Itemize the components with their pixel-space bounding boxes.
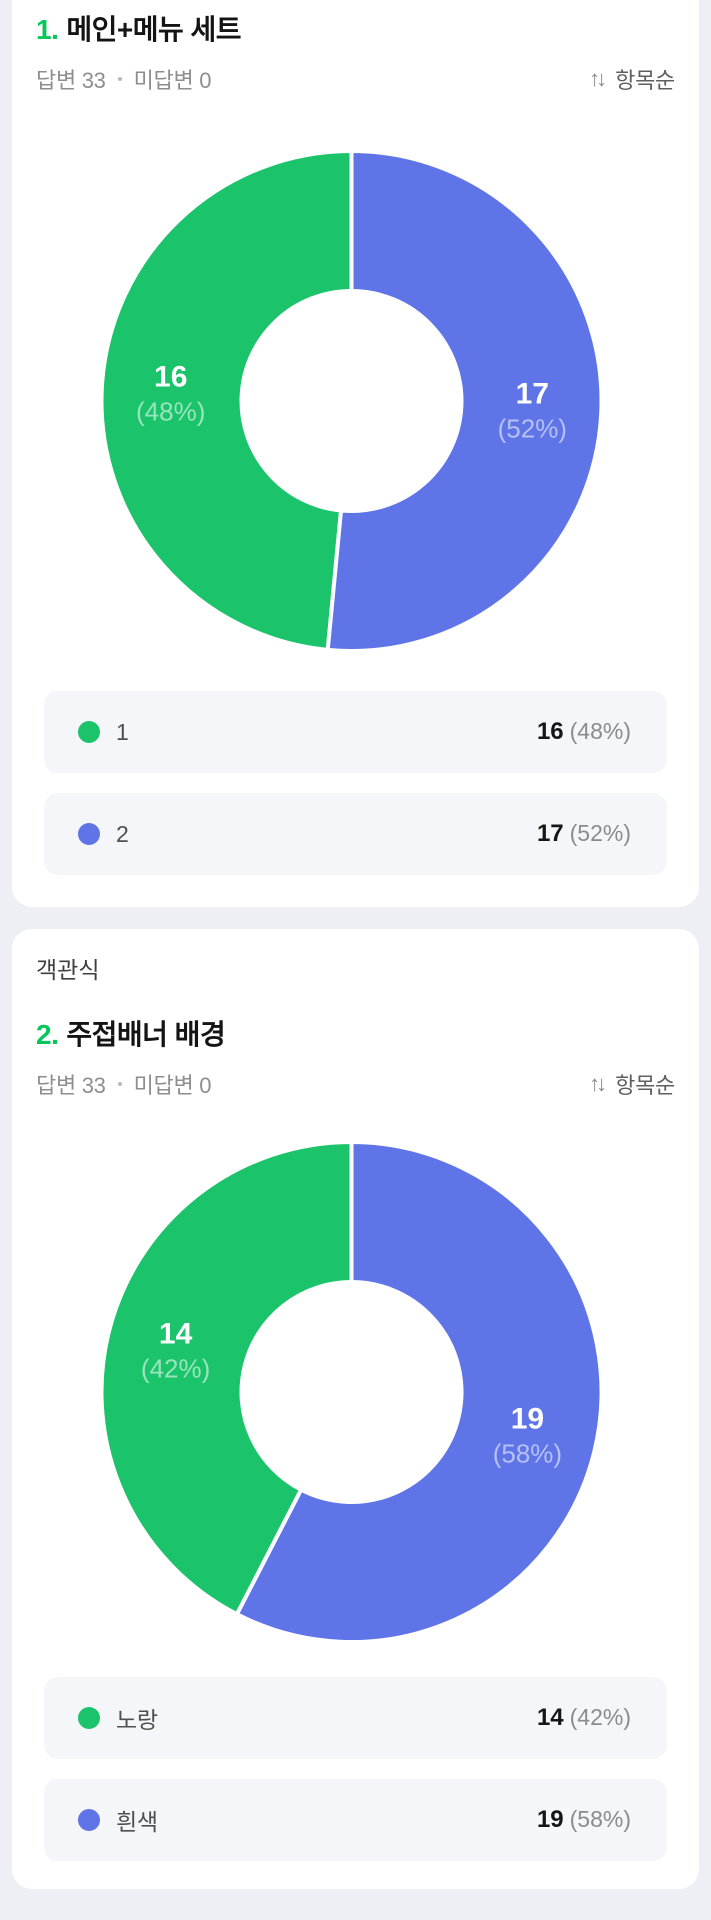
option-label: 노랑 xyxy=(116,1707,158,1733)
response-summary: 답변 33 미답변 0 xyxy=(36,63,211,95)
answered-count: 답변 33 xyxy=(36,1073,106,1098)
donut-chart-2: 14(42%) 19(58%) xyxy=(99,1140,604,1644)
sort-arrows-icon: ↑↓ xyxy=(589,66,607,91)
sort-order-button[interactable]: ↑↓ 항목순 xyxy=(589,63,675,95)
donut-slice xyxy=(99,1140,354,1617)
option-percent: (52%) xyxy=(569,820,631,846)
option-percent: (42%) xyxy=(569,1704,631,1730)
answer-option-row: 흰색 19 (58%) xyxy=(44,1779,667,1861)
slice-percent-label: (52%) xyxy=(498,414,567,444)
option-percent: (58%) xyxy=(569,1806,631,1832)
question-1-title: 1. 메인+메뉴 세트 xyxy=(36,12,675,48)
response-summary: 답변 33 미답변 0 xyxy=(36,1068,211,1100)
answered-count: 답변 33 xyxy=(36,68,106,93)
answer-option-row: 1 16 (48%) xyxy=(44,691,667,773)
question-2-meta-row: 답변 33 미답변 0 ↑↓ 항목순 xyxy=(36,1069,675,1099)
question-2-title-text: 주접배너 배경 xyxy=(66,1019,226,1050)
answer-option-row: 노랑 14 (42%) xyxy=(44,1677,667,1759)
slice-percent-label: (42%) xyxy=(141,1353,210,1383)
option-color-dot xyxy=(78,823,100,845)
slice-value-label: 14 xyxy=(159,1317,193,1350)
question-card-1: 1. 메인+메뉴 세트 답변 33 미답변 0 ↑↓ 항목순 16 (48%) 17(… xyxy=(12,0,699,907)
donut-chart-1-container: 16 (48%) 17 (52%) xyxy=(36,139,675,663)
question-2-title: 2. 주접배너 배경 xyxy=(36,1017,675,1053)
option-count: 16 (48%) xyxy=(536,718,631,745)
option-count: 14 (42%) xyxy=(536,1704,631,1731)
option-label: 1 xyxy=(116,718,129,745)
slice-value-label: 19 xyxy=(511,1403,544,1436)
donut-slice xyxy=(99,149,354,652)
option-label: 2 xyxy=(116,820,129,847)
slice-value-label: 17 xyxy=(516,378,549,411)
slice-percent-label: (48%) xyxy=(136,396,205,426)
sort-order-label: 항목순 xyxy=(615,68,675,93)
donut-chart-1: 16(48%) 17(52%) xyxy=(99,149,604,653)
answer-option-row: 2 17 (52%) xyxy=(44,793,667,875)
question-1-legend: 1 16 (48%) 2 17 (52%) xyxy=(36,691,675,875)
slice-percent-label: (58%) xyxy=(493,1439,562,1469)
option-count: 17 (52%) xyxy=(536,820,631,847)
option-percent: (48%) xyxy=(569,718,631,744)
option-label: 흰색 xyxy=(116,1809,158,1835)
option-color-dot xyxy=(78,1809,100,1831)
question-1-meta-row: 답변 33 미답변 0 ↑↓ 항목순 xyxy=(36,64,675,94)
sort-order-button[interactable]: ↑↓ 항목순 xyxy=(589,1068,675,1100)
dot-separator-icon xyxy=(117,77,122,81)
question-1-number: 1. xyxy=(36,14,59,45)
question-2-legend: 노랑 14 (42%) 흰색 19 (58%) xyxy=(36,1677,675,1861)
question-type-label: 객관식 xyxy=(36,957,100,983)
question-card-2: 객관식 2. 주접배너 배경 답변 33 미답변 0 ↑↓ 항목순 14 (42%)… xyxy=(12,929,699,1889)
sort-arrows-icon: ↑↓ xyxy=(589,1071,607,1096)
option-color-dot xyxy=(78,1707,100,1729)
donut-slice xyxy=(325,149,604,653)
dot-separator-icon xyxy=(117,1082,122,1086)
option-count: 19 (58%) xyxy=(536,1806,631,1833)
question-2-number: 2. xyxy=(36,1019,59,1050)
donut-slice xyxy=(234,1140,604,1644)
slice-value-label: 16 xyxy=(154,360,187,393)
donut-chart-2-container: 14 (42%) 19 (58%) xyxy=(36,1130,675,1654)
unanswered-count: 미답변 0 xyxy=(133,68,212,93)
sort-order-label: 항목순 xyxy=(615,1073,675,1098)
question-1-title-text: 메인+메뉴 세트 xyxy=(66,14,242,45)
unanswered-count: 미답변 0 xyxy=(133,1073,212,1098)
option-color-dot xyxy=(78,721,100,743)
